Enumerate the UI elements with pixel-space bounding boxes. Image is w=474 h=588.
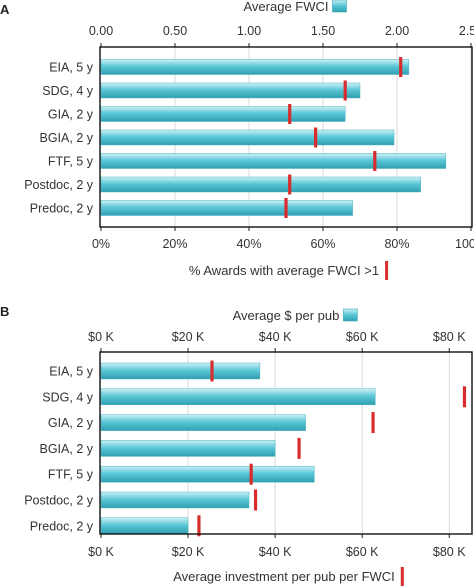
- category-label: FTF, 5 y: [48, 155, 94, 169]
- bar: [100, 106, 346, 122]
- category-label: FTF, 5 y: [48, 468, 94, 482]
- bar: [100, 440, 276, 457]
- bar: [100, 176, 421, 193]
- marker: [197, 515, 201, 537]
- bottom-tick-label: 60%: [310, 237, 335, 251]
- bar: [100, 82, 361, 99]
- top-tick-label: 1.00: [237, 24, 261, 38]
- bar: [100, 153, 447, 169]
- top-tick-label: 1.50: [311, 24, 335, 38]
- marker: [343, 80, 347, 101]
- marker: [210, 360, 214, 382]
- category-label: EIA, 5 y: [49, 61, 94, 75]
- category-label: BGIA, 2 y: [40, 442, 94, 456]
- bottom-tick-label: 80%: [384, 237, 409, 251]
- category-label: GIA, 2 y: [48, 416, 94, 430]
- bar: [100, 129, 395, 146]
- top-tick-label: $80 K: [433, 330, 466, 344]
- bar: [100, 517, 189, 535]
- marker: [284, 198, 288, 218]
- bar: [100, 465, 315, 483]
- marker: [371, 412, 375, 434]
- bar: [100, 362, 261, 380]
- bar: [100, 491, 250, 509]
- marker: [288, 174, 292, 195]
- top-tick-label: 2.00: [385, 24, 409, 38]
- category-label: SDG, 4 y: [42, 84, 93, 98]
- top-tick-label: 2.50: [459, 24, 474, 38]
- legend-marker-swatch: [400, 567, 404, 586]
- marker: [399, 57, 403, 77]
- category-label: Predoc, 2 y: [30, 202, 94, 216]
- bar: [100, 388, 376, 406]
- top-tick-label: $0 K: [88, 330, 114, 344]
- panel-label: A: [0, 2, 10, 17]
- category-label: EIA, 5 y: [49, 365, 94, 379]
- marker: [314, 127, 318, 148]
- legend-bar-swatch: [343, 308, 358, 322]
- bottom-tick-label: $60 K: [346, 545, 379, 559]
- legend-bar-swatch: [332, 0, 347, 13]
- marker: [462, 386, 467, 408]
- plot-frame: [99, 351, 473, 535]
- bottom-tick-label: 20%: [162, 237, 187, 251]
- top-tick-label: $60 K: [346, 330, 379, 344]
- bar: [100, 59, 410, 75]
- bottom-tick-label: $40 K: [259, 545, 292, 559]
- marker: [373, 151, 377, 171]
- bottom-tick-label: $20 K: [172, 545, 205, 559]
- category-label: Postdoc, 2 y: [24, 494, 94, 508]
- marker: [253, 489, 258, 511]
- top-axis-title: Average $ per pub: [233, 308, 340, 323]
- panel-label: B: [0, 304, 9, 319]
- bottom-tick-label: 0%: [92, 237, 110, 251]
- marker: [249, 463, 253, 485]
- marker: [297, 437, 301, 459]
- top-tick-label: $40 K: [259, 330, 292, 344]
- bottom-tick-label: 100%: [455, 237, 474, 251]
- top-tick-label: $20 K: [172, 330, 205, 344]
- bar: [100, 414, 306, 431]
- category-label: Postdoc, 2 y: [24, 178, 94, 192]
- category-label: Predoc, 2 y: [30, 519, 94, 533]
- top-tick-label: 0.50: [163, 24, 187, 38]
- plot-frame: [99, 46, 473, 228]
- bar: [100, 200, 353, 216]
- bottom-axis-title: % Awards with average FWCI >1: [189, 263, 379, 278]
- bottom-tick-label: $0 K: [88, 545, 114, 559]
- top-axis-title: Average FWCI: [243, 0, 328, 14]
- bottom-tick-label: 40%: [236, 237, 261, 251]
- panel-b: B Average $ per pub $0 K $20 K $40 K $60 K $80…: [0, 304, 473, 586]
- bottom-tick-label: $80 K: [433, 545, 466, 559]
- category-label: SDG, 4 y: [42, 390, 93, 404]
- panel-a: A Average FWCI 0.00 0.50 1.00 1.50 2.00 2.50 0% 2…: [0, 0, 474, 280]
- bottom-axis-title: Average investment per pub per FWCI: [173, 569, 395, 584]
- legend-marker-swatch: [385, 261, 389, 280]
- category-label: BGIA, 2 y: [40, 131, 94, 145]
- marker: [288, 104, 292, 124]
- top-tick-label: 0.00: [89, 24, 113, 38]
- category-label: GIA, 2 y: [48, 108, 94, 122]
